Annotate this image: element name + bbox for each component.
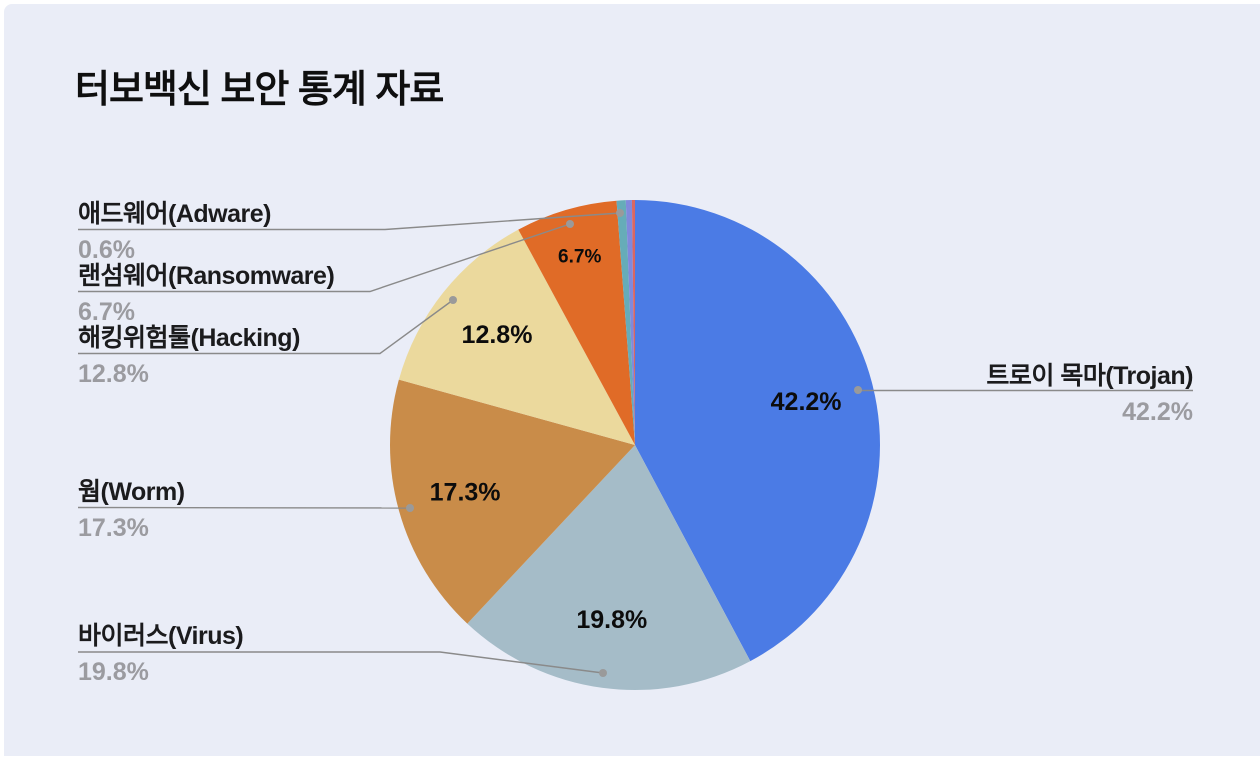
callout-virus-value: 19.8% — [78, 658, 149, 686]
leader-dot-virus — [599, 669, 607, 677]
leader-line-virus — [78, 651, 604, 674]
callout-virus: 바이러스(Virus) 19.8% — [78, 621, 244, 686]
pie-slice-트로이 목마(Trojan)[interactable] — [635, 200, 880, 662]
callout-ransomware: 랜섬웨어(Ransomware) 6.7% — [78, 261, 335, 326]
pie-slice-해킹위험툴(Hacking)[interactable] — [398, 229, 635, 445]
callout-ransomware-value: 6.7% — [78, 298, 135, 326]
callout-hacking-label: 해킹위험툴(Hacking) — [78, 324, 300, 352]
pie-slice-value-트로이 목마(Trojan): 42.2% — [771, 388, 842, 416]
callout-hacking: 해킹위험툴(Hacking) 12.8% — [78, 323, 300, 388]
callout-adware-value: 0.6% — [78, 236, 135, 264]
pie-slice-value-웜(Worm): 17.3% — [430, 479, 501, 507]
leader-dot-ransomware — [566, 220, 574, 228]
pie-slice-애드웨어(Adware)[interactable] — [616, 200, 635, 445]
pie-slices — [390, 200, 880, 690]
page-title-plain: 터보백신 — [75, 69, 221, 111]
pie-slice-value-바이러스(Virus): 19.8% — [576, 606, 647, 634]
leader-dot-adware — [616, 209, 624, 217]
callout-trojan-label: 트로이 목마(Trojan) — [986, 362, 1193, 390]
leader-line-worm — [77, 506, 411, 509]
callout-hacking-value: 12.8% — [78, 360, 149, 388]
leader-dot-hacking — [449, 296, 457, 304]
pie-slice-value-랜섬웨어(Ransomware): 6.7% — [558, 247, 601, 268]
callout-worm-label: 웜(Worm) — [78, 478, 185, 506]
leader-line-ransomware — [78, 223, 571, 293]
callout-virus-label: 바이러스(Virus) — [78, 622, 244, 650]
pie-slice-바이러스(Virus)[interactable] — [467, 445, 751, 690]
pie-slice-웜(Worm)[interactable] — [390, 379, 635, 624]
leader-line-hacking — [78, 299, 454, 355]
pie-slice-value-해킹위험툴(Hacking): 12.8% — [462, 321, 533, 349]
leader-dot-worm — [406, 504, 414, 512]
callout-adware: 애드웨어(Adware) 0.6% — [78, 199, 271, 264]
callout-trojan-value: 42.2% — [1122, 398, 1193, 426]
callout-adware-label: 애드웨어(Adware) — [78, 200, 271, 228]
pie-slice-랜섬웨어(Ransomware)[interactable] — [518, 200, 635, 445]
pie-slice-unlabeled-7[interactable] — [631, 200, 635, 445]
callout-trojan: 트로이 목마(Trojan) 42.2% — [900, 361, 1193, 426]
pie-slice-unlabeled-6[interactable] — [625, 200, 635, 445]
callout-ransomware-label: 랜섬웨어(Ransomware) — [78, 262, 335, 290]
callout-worm: 웜(Worm) 17.3% — [78, 477, 185, 542]
leader-line-adware — [78, 212, 621, 231]
pie-inner-labels: 42.2% 19.8% 17.3% 12.8% 6.7% — [430, 247, 842, 634]
callout-worm-value: 17.3% — [78, 514, 149, 542]
leader-dot-trojan — [854, 386, 862, 394]
leader-lines — [77, 209, 1193, 677]
